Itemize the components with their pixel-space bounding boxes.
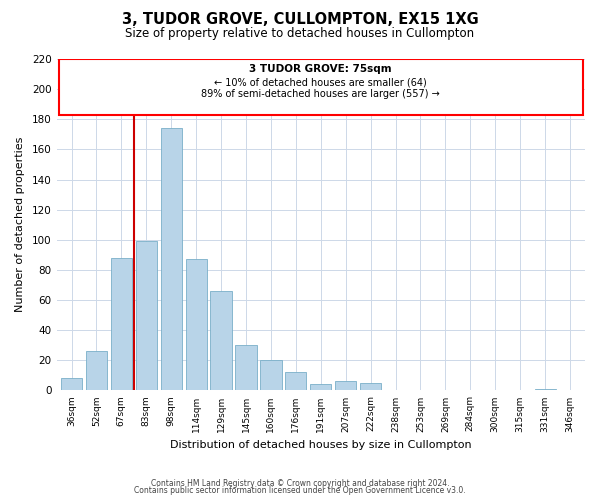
Bar — [86, 352, 107, 391]
Y-axis label: Number of detached properties: Number of detached properties — [15, 137, 25, 312]
Text: Contains public sector information licensed under the Open Government Licence v3: Contains public sector information licen… — [134, 486, 466, 495]
Text: Size of property relative to detached houses in Cullompton: Size of property relative to detached ho… — [125, 28, 475, 40]
Text: ← 10% of detached houses are smaller (64): ← 10% of detached houses are smaller (64… — [214, 77, 427, 87]
Bar — [61, 378, 82, 390]
Bar — [235, 345, 257, 391]
Bar — [111, 258, 132, 390]
Text: 3 TUDOR GROVE: 75sqm: 3 TUDOR GROVE: 75sqm — [250, 64, 392, 74]
Bar — [310, 384, 331, 390]
Text: 89% of semi-detached houses are larger (557) →: 89% of semi-detached houses are larger (… — [202, 89, 440, 99]
Bar — [285, 372, 307, 390]
FancyBboxPatch shape — [59, 59, 583, 114]
Bar — [360, 383, 381, 390]
Bar — [185, 260, 207, 390]
Bar — [335, 382, 356, 390]
X-axis label: Distribution of detached houses by size in Cullompton: Distribution of detached houses by size … — [170, 440, 472, 450]
Text: 3, TUDOR GROVE, CULLOMPTON, EX15 1XG: 3, TUDOR GROVE, CULLOMPTON, EX15 1XG — [122, 12, 478, 28]
Bar — [260, 360, 281, 390]
Bar — [211, 291, 232, 390]
Bar — [535, 389, 556, 390]
Bar — [136, 242, 157, 390]
Text: Contains HM Land Registry data © Crown copyright and database right 2024.: Contains HM Land Registry data © Crown c… — [151, 478, 449, 488]
Bar — [161, 128, 182, 390]
